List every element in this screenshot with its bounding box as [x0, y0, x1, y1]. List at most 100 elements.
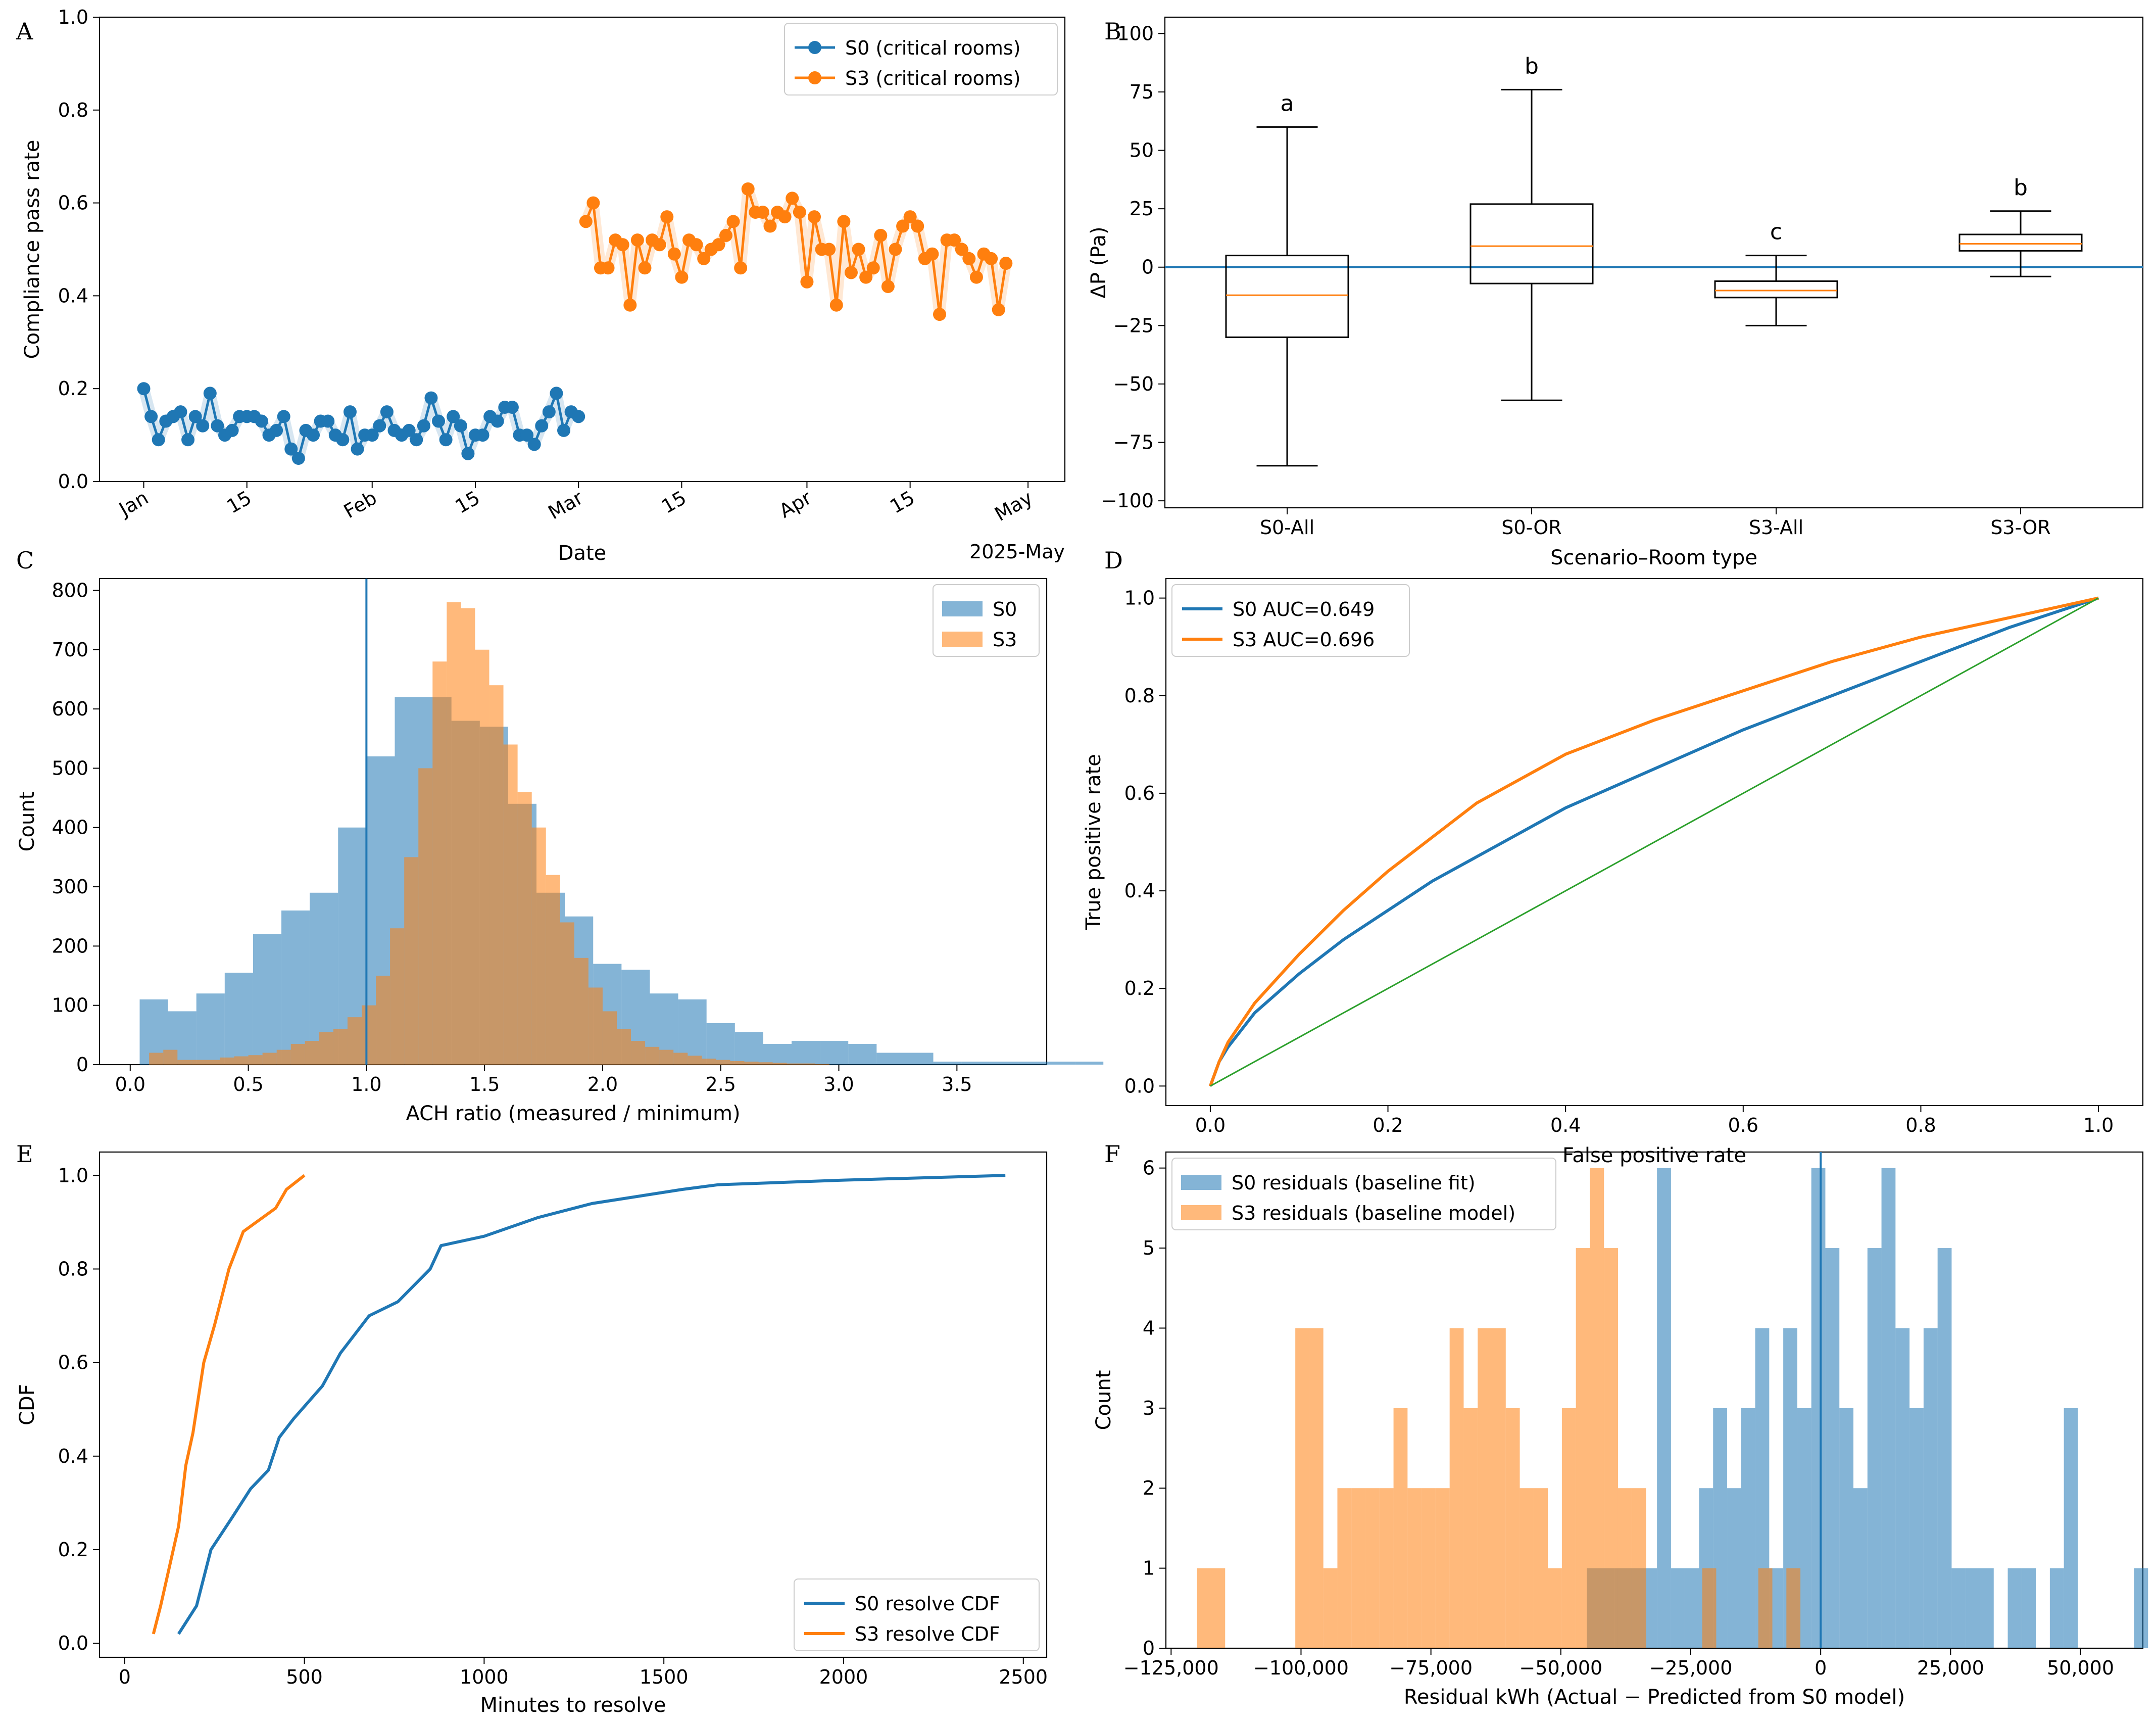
x-tick-label: 1.0	[2083, 1114, 2114, 1136]
data-point	[969, 270, 983, 284]
data-point	[660, 210, 674, 224]
data-point	[793, 205, 806, 219]
histogram-bar	[758, 1062, 773, 1065]
histogram-bar	[1867, 1248, 1882, 1648]
y-tick-label: 50	[1130, 139, 1154, 162]
data-point	[874, 228, 888, 242]
x-tick-label: 15	[452, 487, 484, 518]
y-tick-label: 1.0	[58, 1164, 88, 1186]
y-tick-label: 600	[52, 698, 88, 720]
x-tick-label: 0	[119, 1666, 131, 1688]
group-letter: b	[2014, 175, 2028, 201]
histogram-bar	[1839, 1408, 1854, 1648]
x-tick-label: −125,000	[1123, 1657, 1219, 1679]
legend-marker	[808, 41, 821, 54]
data-point	[837, 215, 851, 228]
data-point	[690, 238, 703, 252]
histogram-bar	[1590, 1168, 1604, 1648]
legend-label: S3	[993, 629, 1017, 651]
histogram-bar	[1548, 1568, 1562, 1648]
y-tick-label: 25	[1130, 198, 1154, 220]
data-point	[402, 423, 416, 437]
y-tick-label: 0.6	[1124, 782, 1155, 804]
legend	[1171, 1158, 1556, 1230]
histogram-bar	[734, 1032, 763, 1065]
histogram-bar	[801, 1063, 815, 1065]
data-point	[586, 196, 600, 210]
histogram-bar	[1758, 1568, 1773, 1648]
panel-d-letter: D	[1104, 547, 1123, 574]
histogram-bar	[876, 1052, 905, 1065]
histogram-bar	[1685, 1568, 1699, 1648]
legend	[784, 23, 1058, 95]
histogram-bar	[1435, 1488, 1450, 1648]
y-tick-label: 4	[1143, 1317, 1155, 1339]
histogram-bar	[673, 1052, 688, 1065]
histogram-bar	[706, 1023, 735, 1065]
data-point	[601, 261, 615, 275]
histogram-bar	[2134, 1568, 2148, 1648]
legend-swatch	[1181, 1205, 1221, 1220]
x-tick-label: 15	[223, 487, 255, 518]
data-point	[741, 182, 755, 196]
histogram-bar	[1047, 1062, 1075, 1065]
histogram-bar	[1449, 1328, 1464, 1648]
x-tick-label: −75,000	[1389, 1657, 1473, 1679]
histogram-bar	[1811, 1168, 1826, 1648]
histogram-bar	[1463, 1408, 1478, 1648]
histogram-bar	[461, 608, 475, 1065]
x-tick-label: −50,000	[1519, 1657, 1602, 1679]
legend-label: S0	[993, 598, 1017, 620]
x-tick-label: S0-All	[1260, 516, 1314, 539]
histogram-bar	[1923, 1328, 1938, 1648]
x-tick-label: −100,000	[1253, 1657, 1349, 1679]
x-tick-label: 0.8	[1905, 1114, 1936, 1136]
y-tick-label: 0.4	[1124, 880, 1155, 902]
data-point	[291, 452, 305, 465]
y-tick-label: 0.8	[1124, 685, 1155, 707]
legend-label: S0 (critical rooms)	[845, 37, 1020, 59]
histogram-bar	[196, 993, 225, 1065]
histogram-bar	[702, 1059, 716, 1065]
y-tick-label: 0.4	[58, 284, 88, 307]
legend-label: S0 AUC=0.649	[1233, 598, 1375, 620]
y-tick-label: 0.6	[58, 192, 88, 214]
data-point	[719, 228, 732, 242]
x-tick-label: 15	[658, 487, 690, 518]
histogram-bar	[1632, 1488, 1646, 1648]
legend	[794, 1578, 1040, 1651]
y-tick-label: 75	[1130, 81, 1154, 103]
histogram-bar	[177, 1060, 192, 1065]
data-point	[351, 442, 364, 456]
x-axis-label: ACH ratio (measured / minimum)	[406, 1102, 740, 1125]
data-point	[616, 238, 629, 252]
histogram-bar	[546, 875, 560, 1065]
y-axis-label: Count	[16, 792, 39, 852]
histogram-bar	[281, 910, 310, 1065]
histogram-bar	[1379, 1488, 1394, 1648]
data-point	[307, 428, 320, 442]
histogram-bar	[645, 1046, 660, 1065]
data-point	[432, 414, 446, 428]
data-point	[380, 405, 394, 419]
y-tick-label: 0.2	[58, 377, 88, 400]
y-tick-label: 1.0	[58, 6, 88, 28]
data-point	[343, 405, 357, 419]
data-point	[734, 261, 748, 275]
histogram-bar	[1951, 1568, 1966, 1648]
y-tick-label: 1	[1143, 1557, 1155, 1580]
x-tick-label: 0.2	[1373, 1114, 1403, 1136]
y-tick-label: 0.0	[58, 470, 88, 493]
data-point	[137, 382, 151, 396]
data-point	[948, 233, 961, 247]
histogram-bar	[1702, 1568, 1717, 1648]
histogram-bar	[1576, 1248, 1590, 1648]
histogram-bar	[787, 1063, 801, 1065]
data-point	[365, 428, 379, 442]
histogram-bar	[1520, 1488, 1534, 1648]
histogram-bar	[815, 1064, 829, 1065]
data-point	[417, 419, 430, 433]
data-point	[188, 410, 202, 423]
data-point	[270, 423, 283, 437]
data-point	[630, 233, 644, 247]
